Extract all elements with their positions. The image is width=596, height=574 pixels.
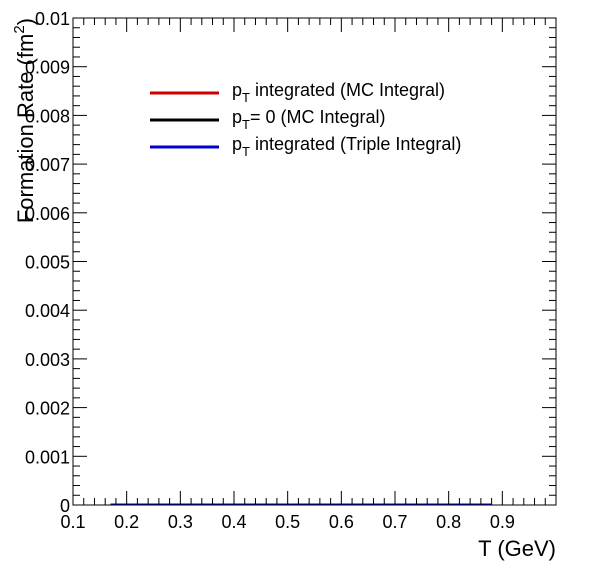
x-tick-label: 0.1 <box>60 512 85 532</box>
y-tick-label: 0 <box>60 496 70 516</box>
x-tick-label: 0.8 <box>436 512 461 532</box>
y-tick-label: 0.005 <box>25 253 70 273</box>
y-tick-label: 0.004 <box>25 301 70 321</box>
legend-label-1: pT integrated (MC Integral) <box>232 80 445 105</box>
y-axis-title-main: Formation Rate (fm <box>13 34 38 224</box>
y-tick-label: 0.003 <box>25 350 70 370</box>
y-tick-label: 0.009 <box>25 58 70 78</box>
y-tick-label: 0.002 <box>25 399 70 419</box>
x-tick-label: 0.9 <box>490 512 515 532</box>
y-tick-label: 0.007 <box>25 155 70 175</box>
y-tick-label: 0.001 <box>25 447 70 467</box>
legend-label-3: pT integrated (Triple Integral) <box>232 134 461 159</box>
y-axis-title: Formation Rate (fm2) <box>11 18 38 223</box>
x-tick-label: 0.5 <box>275 512 300 532</box>
tick-labels: 0.1 0.2 0.3 0.4 0.5 0.6 0.7 0.8 0.9 0 0.001 0.002 0.… <box>25 9 515 532</box>
x-tick-label: 0.2 <box>114 512 139 532</box>
legend-label-2: pT= 0 (MC Integral) <box>232 107 386 132</box>
y-axis-title-tail: ) <box>13 18 38 25</box>
y-tick-label: 0.008 <box>25 106 70 126</box>
y-axis-title-sup: 2 <box>11 25 28 33</box>
legend: pT integrated (MC Integral)pT= 0 (MC Int… <box>150 80 461 159</box>
x-tick-label: 0.7 <box>382 512 407 532</box>
axes <box>72 17 557 506</box>
x-axis-title: T (GeV) <box>478 536 556 561</box>
y-tick-label: 0.006 <box>25 204 70 224</box>
x-tick-label: 0.6 <box>329 512 354 532</box>
y-tick-label: 0.01 <box>35 9 70 29</box>
x-tick-label: 0.4 <box>221 512 246 532</box>
x-tick-label: 0.3 <box>168 512 193 532</box>
